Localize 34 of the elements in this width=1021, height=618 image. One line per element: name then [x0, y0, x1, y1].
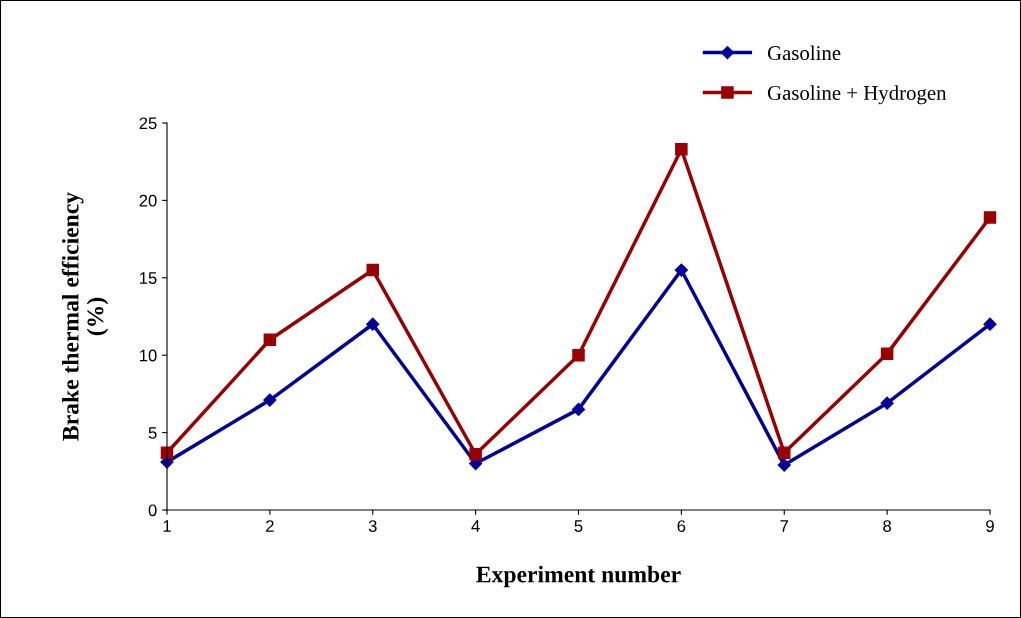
point [571, 402, 586, 416]
x-tick-label: 6 [677, 520, 686, 532]
y-tick-label: 15 [140, 272, 157, 284]
x-tick-label: 8 [883, 520, 892, 532]
legend-label: Gasoline + Hydrogen [767, 85, 947, 105]
x-tick-label: 3 [368, 520, 377, 532]
point [263, 393, 277, 407]
point [777, 458, 791, 472]
x-tick-label: 2 [266, 520, 274, 532]
x-tick-label: 5 [574, 520, 583, 532]
point [675, 143, 688, 156]
point [469, 448, 482, 461]
point [263, 333, 277, 346]
point [777, 446, 791, 459]
point [572, 348, 585, 362]
y-tick-label: 25 [139, 117, 157, 130]
y-tick-label: 10 [140, 349, 157, 362]
point [880, 396, 894, 410]
x-tick-label: 4 [471, 520, 480, 532]
x-tick-label: 7 [780, 520, 789, 532]
point [983, 211, 997, 224]
legend-label: Gasoline [767, 45, 841, 61]
y-tick-label: 0 [148, 504, 157, 517]
point [880, 347, 894, 360]
x-tick-label: 9 [986, 520, 994, 532]
point [983, 317, 997, 331]
point [366, 263, 380, 277]
y-tick-label: 5 [148, 427, 157, 439]
x-axis-title: Experiment number [476, 565, 681, 588]
point [366, 317, 380, 331]
x-tick-label: 1 [163, 520, 171, 532]
y-axis-title: Brake thermal efficiency (%) [61, 192, 109, 441]
point [674, 263, 688, 277]
y-tick-label: 20 [139, 194, 157, 207]
